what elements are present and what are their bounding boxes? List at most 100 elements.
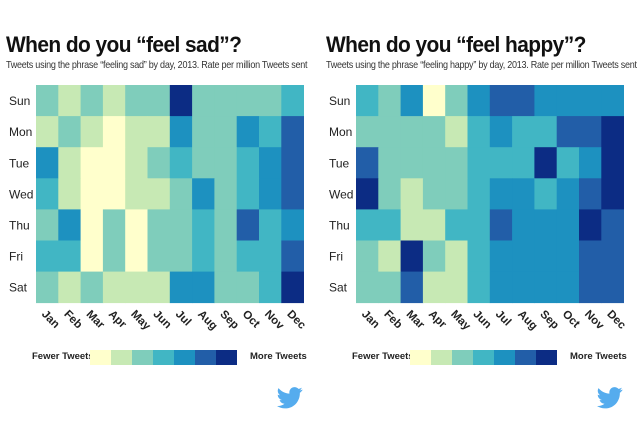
happy-column-label-aug: Aug [515, 308, 539, 332]
sad-cell-wed-may [125, 178, 148, 210]
sad-cell-sat-sep [214, 271, 238, 304]
happy-cell-fri-aug [512, 240, 535, 272]
sad-cell-wed-jul [169, 178, 193, 210]
happy-cell-tue-aug [512, 147, 535, 179]
happy-cell-tue-feb [378, 147, 401, 179]
sad-cell-tue-jun [147, 147, 171, 179]
happy-column-label-nov: Nov [582, 308, 606, 332]
happy-row-label-fri: Fri [329, 250, 343, 264]
sad-cell-wed-aug [192, 178, 215, 210]
happy-column-label-dec: Dec [604, 308, 628, 332]
happy-row-label-wed: Wed [329, 187, 353, 201]
happy-legend-swatch-2 [431, 350, 452, 365]
sad-legend-high-label: More Tweets [250, 351, 307, 362]
happy-cell-tue-jan [356, 147, 379, 179]
happy-cell-mon-feb [378, 116, 401, 148]
happy-cell-sat-dec [601, 271, 624, 304]
sad-column-label-oct: Oct [240, 308, 262, 330]
sad-legend-swatch-5 [174, 350, 195, 365]
happy-cell-sun-jun [467, 85, 491, 117]
sad-cell-sat-feb [58, 271, 81, 304]
happy-cell-thu-sep [534, 209, 558, 241]
happy-cell-thu-jan [356, 209, 379, 241]
happy-cell-fri-dec [601, 240, 624, 272]
happy-column-label-feb: Feb [381, 308, 404, 331]
sad-cell-fri-sep [214, 240, 238, 272]
happy-cell-tue-jun [467, 147, 491, 179]
happy-cell-sat-mar [400, 271, 424, 304]
sad-cell-wed-jan [36, 178, 59, 210]
sad-cell-mon-jan [36, 116, 59, 148]
happy-cell-thu-feb [378, 209, 401, 241]
twitter-bird-icon-shape [277, 387, 303, 409]
happy-cell-mon-dec [601, 116, 624, 148]
happy-cell-mon-aug [512, 116, 535, 148]
happy-legend-swatch-3 [452, 350, 473, 365]
happy-legend-high-label: More Tweets [570, 351, 627, 362]
sad-cell-fri-aug [192, 240, 215, 272]
sad-legend-swatch-4 [153, 350, 174, 365]
sad-cell-thu-oct [236, 209, 260, 241]
happy-row-label-sat: Sat [329, 281, 348, 295]
happy-cell-wed-sep [534, 178, 558, 210]
sad-cell-sat-nov [259, 271, 282, 304]
happy-cell-wed-jun [467, 178, 491, 210]
sad-cell-thu-mar [80, 209, 104, 241]
sad-cell-tue-nov [259, 147, 282, 179]
sad-cell-tue-apr [102, 147, 126, 179]
sad-cell-fri-jan [36, 240, 59, 272]
happy-legend-swatch-5 [494, 350, 515, 365]
sad-column-label-may: May [128, 308, 153, 333]
sad-cell-sun-mar [80, 85, 104, 117]
sad-cell-tue-aug [192, 147, 215, 179]
happy-cell-wed-feb [378, 178, 401, 210]
happy-cell-sun-nov [579, 85, 602, 117]
happy-cell-wed-apr [422, 178, 446, 210]
sad-cell-sat-jun [147, 271, 171, 304]
happy-cell-tue-sep [534, 147, 558, 179]
sad-row-label-tue: Tue [9, 156, 30, 170]
happy-cell-thu-apr [422, 209, 446, 241]
sad-column-label-mar: Mar [84, 308, 107, 331]
happy-cell-sat-nov [579, 271, 602, 304]
sad-cell-mon-aug [192, 116, 215, 148]
happy-cell-mon-sep [534, 116, 558, 148]
sad-column-label-aug: Aug [195, 308, 219, 332]
sad-cell-wed-mar [80, 178, 104, 210]
happy-cell-sun-mar [400, 85, 424, 117]
happy-cell-wed-may [445, 178, 468, 210]
happy-cell-wed-dec [601, 178, 624, 210]
sad-cell-tue-feb [58, 147, 81, 179]
happy-row-label-mon: Mon [329, 125, 352, 139]
sad-cell-sun-nov [259, 85, 282, 117]
happy-cell-sat-oct [556, 271, 580, 304]
sad-cell-thu-jul [169, 209, 193, 241]
sad-column-label-jun: Jun [151, 308, 174, 331]
sad-cell-thu-feb [58, 209, 81, 241]
sad-cell-thu-apr [102, 209, 126, 241]
sad-cell-tue-sep [214, 147, 238, 179]
happy-cell-thu-may [445, 209, 468, 241]
happy-cell-fri-may [445, 240, 468, 272]
happy-cell-sun-apr [422, 85, 446, 117]
happy-cell-wed-oct [556, 178, 580, 210]
happy-cell-wed-nov [579, 178, 602, 210]
happy-cell-mon-apr [422, 116, 446, 148]
sad-cell-thu-sep [214, 209, 238, 241]
sad-cell-sun-jan [36, 85, 59, 117]
sad-cell-sat-aug [192, 271, 215, 304]
sad-cell-thu-dec [281, 209, 304, 241]
sad-column-label-apr: Apr [106, 308, 129, 331]
sad-cell-sat-may [125, 271, 148, 304]
sad-cell-wed-nov [259, 178, 282, 210]
sad-cell-sat-jul [169, 271, 193, 304]
sad-cell-wed-oct [236, 178, 260, 210]
happy-cell-sat-jun [467, 271, 491, 304]
twitter-bird-icon [277, 387, 303, 409]
happy-cell-thu-mar [400, 209, 424, 241]
sad-cell-mon-oct [236, 116, 260, 148]
sad-chart-title: When do you “feel sad”? [6, 32, 242, 57]
happy-cell-mon-nov [579, 116, 602, 148]
happy-cell-thu-jul [489, 209, 513, 241]
